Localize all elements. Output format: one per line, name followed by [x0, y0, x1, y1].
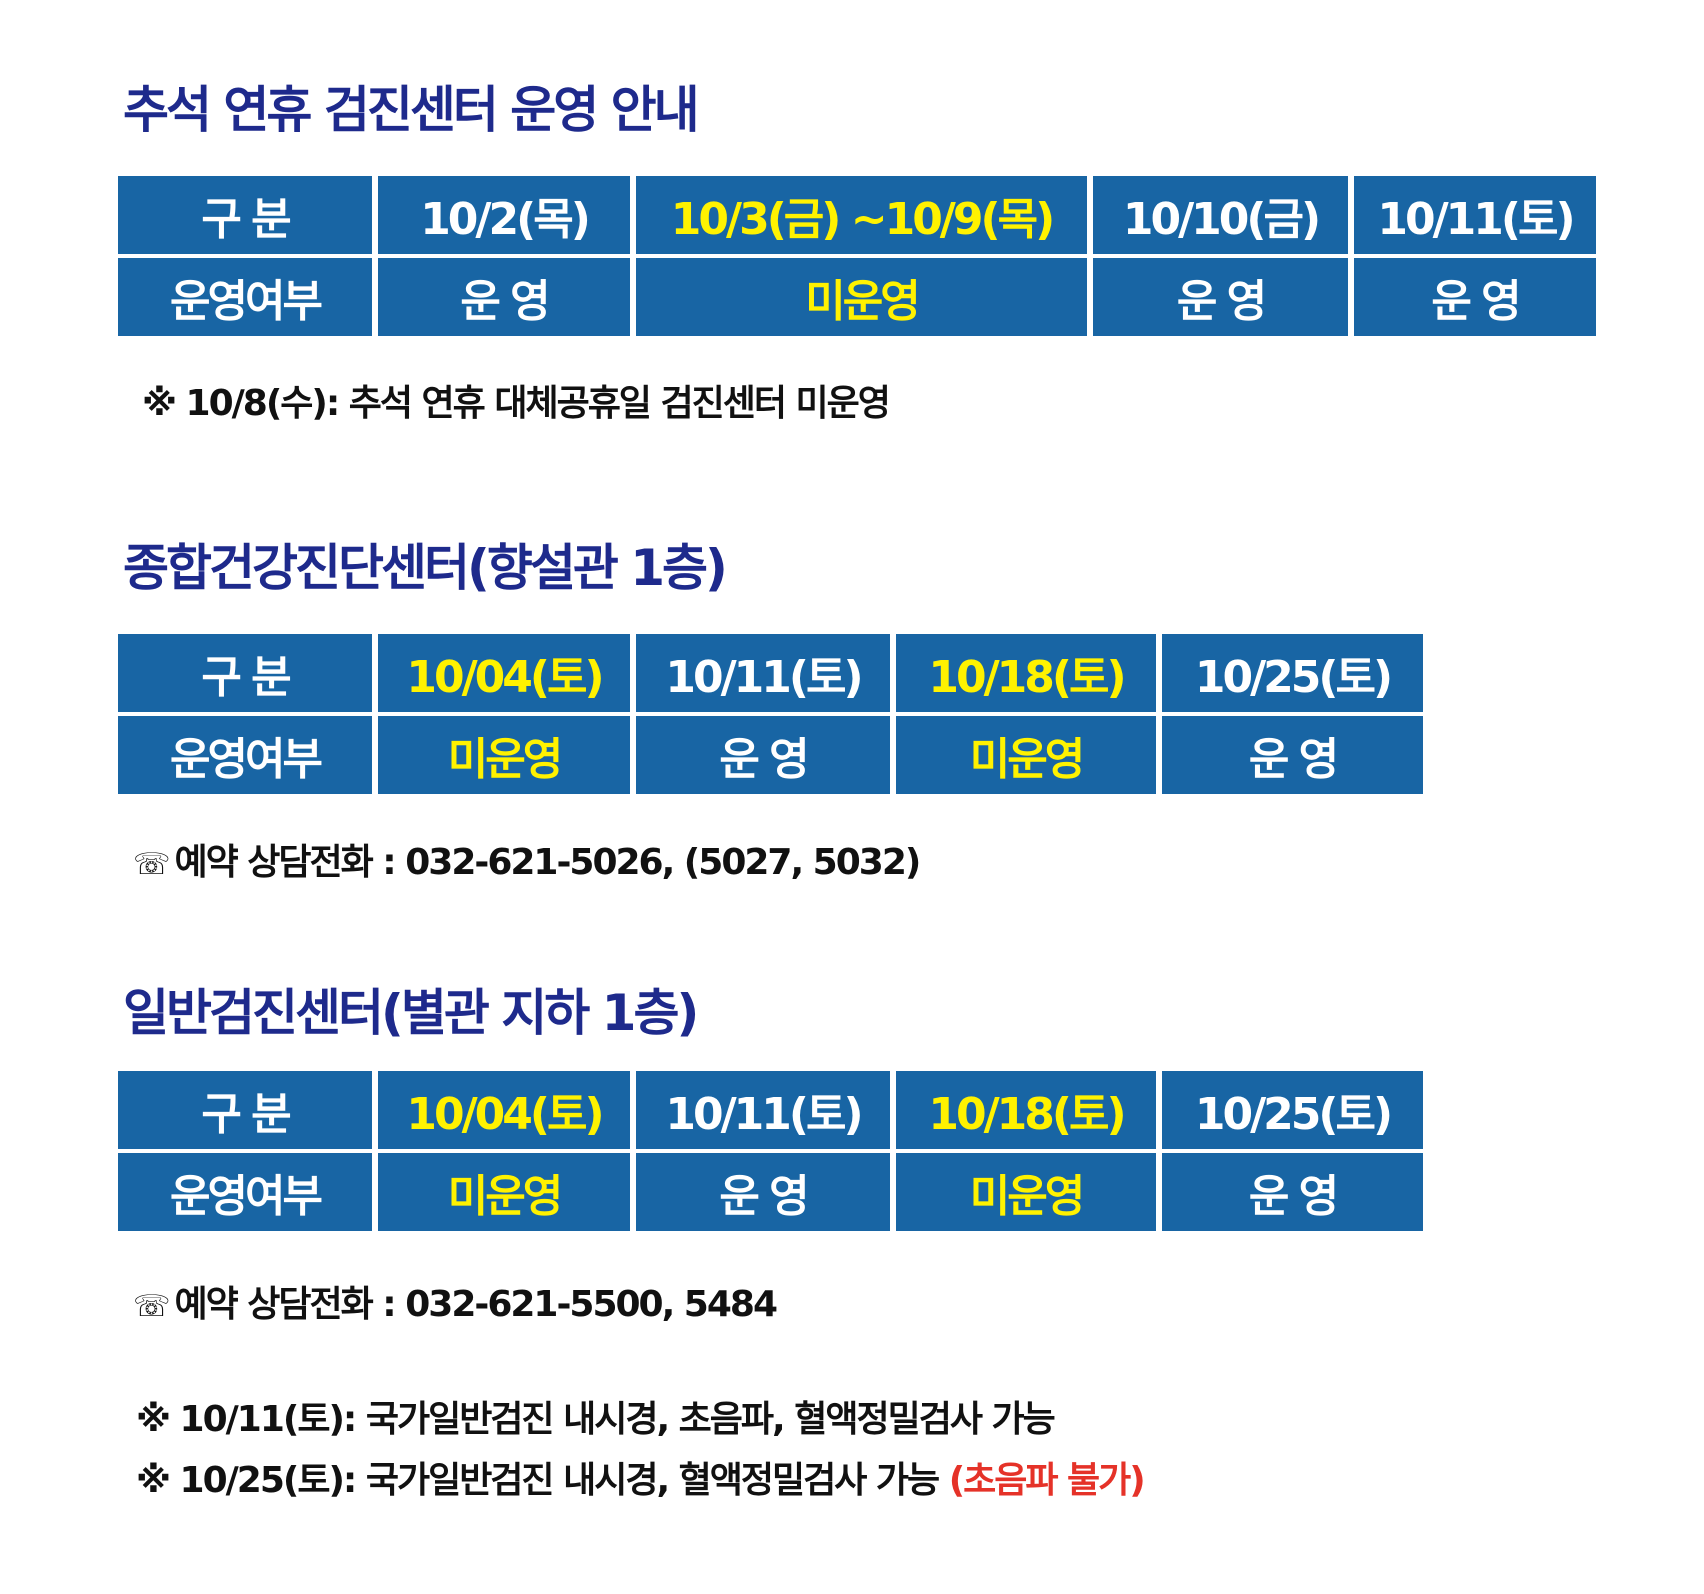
header-cell: 10/25(토) [1162, 634, 1423, 712]
status-cell: 운 영 [636, 716, 890, 794]
holiday-schedule-table: 구 분 10/2(목) 10/3(금) ~10/9(목) 10/10(금) 10… [112, 172, 1602, 340]
telephone-icon: ☏ [133, 847, 170, 882]
status-cell: 운 영 [378, 258, 630, 336]
comprehensive-center-table: 구 분 10/04(토) 10/11(토) 10/18(토) 10/25(토) … [112, 630, 1429, 798]
exam-note: ※ 10/11(토): 국가일반검진 내시경, 초음파, 혈액정밀검사 가능 [136, 1399, 1056, 1440]
status-cell: 미운영 [896, 1153, 1156, 1231]
ultrasound-unavailable-warning: (초음파 불가) [948, 1460, 1146, 1501]
status-label: 운영여부 [118, 1153, 372, 1231]
exam-note-text: ※ 10/25(토): 국가일반검진 내시경, 혈액정밀검사 가능 [136, 1460, 949, 1501]
header-cell: 구 분 [118, 176, 372, 254]
phone-info: ☏ 예약 상담전화 : 032-621-5026, (5027, 5032) [133, 842, 922, 883]
status-label: 운영여부 [118, 258, 372, 336]
status-cell: 운 영 [1354, 258, 1596, 336]
general-center-table: 구 분 10/04(토) 10/11(토) 10/18(토) 10/25(토) … [112, 1067, 1429, 1235]
status-cell: 운 영 [1093, 258, 1348, 336]
holiday-note: ※ 10/8(수): 추석 연휴 대체공휴일 검진센터 미운영 [142, 383, 891, 424]
table-status-row: 운영여부 운 영 미운영 운 영 운 영 [118, 258, 1596, 336]
section2-title: 종합건강진단센터(향설관 1층) [123, 539, 728, 597]
status-cell: 미운영 [378, 1153, 630, 1231]
table-status-row: 운영여부 미운영 운 영 미운영 운 영 [118, 716, 1423, 794]
section3-title: 일반검진센터(별관 지하 1층) [123, 984, 699, 1042]
table-status-row: 운영여부 미운영 운 영 미운영 운 영 [118, 1153, 1423, 1231]
phone-text: 예약 상담전화 : 032-621-5500, 5484 [174, 1284, 778, 1325]
header-cell: 10/3(금) ~10/9(목) [636, 176, 1087, 254]
table-header-row: 구 분 10/04(토) 10/11(토) 10/18(토) 10/25(토) [118, 634, 1423, 712]
header-cell: 10/04(토) [378, 634, 630, 712]
header-cell: 구 분 [118, 1071, 372, 1149]
status-label: 운영여부 [118, 716, 372, 794]
header-cell: 10/11(토) [636, 1071, 890, 1149]
table-header-row: 구 분 10/2(목) 10/3(금) ~10/9(목) 10/10(금) 10… [118, 176, 1596, 254]
header-cell: 10/18(토) [896, 634, 1156, 712]
header-cell: 10/04(토) [378, 1071, 630, 1149]
phone-info: ☏ 예약 상담전화 : 032-621-5500, 5484 [133, 1284, 778, 1325]
status-cell: 미운영 [378, 716, 630, 794]
status-cell: 미운영 [636, 258, 1087, 336]
telephone-icon: ☏ [133, 1289, 170, 1324]
status-cell: 운 영 [636, 1153, 890, 1231]
status-cell: 운 영 [1162, 1153, 1423, 1231]
section1-title: 추석 연휴 검진센터 운영 안내 [123, 81, 700, 139]
phone-text: 예약 상담전화 : 032-621-5026, (5027, 5032) [174, 842, 922, 883]
header-cell: 10/25(토) [1162, 1071, 1423, 1149]
header-cell: 10/11(토) [1354, 176, 1596, 254]
header-cell: 구 분 [118, 634, 372, 712]
header-cell: 10/18(토) [896, 1071, 1156, 1149]
exam-note: ※ 10/25(토): 국가일반검진 내시경, 혈액정밀검사 가능 (초음파 불… [136, 1460, 1146, 1501]
status-cell: 운 영 [1162, 716, 1423, 794]
table-header-row: 구 분 10/04(토) 10/11(토) 10/18(토) 10/25(토) [118, 1071, 1423, 1149]
header-cell: 10/11(토) [636, 634, 890, 712]
header-cell: 10/2(목) [378, 176, 630, 254]
header-cell: 10/10(금) [1093, 176, 1348, 254]
status-cell: 미운영 [896, 716, 1156, 794]
